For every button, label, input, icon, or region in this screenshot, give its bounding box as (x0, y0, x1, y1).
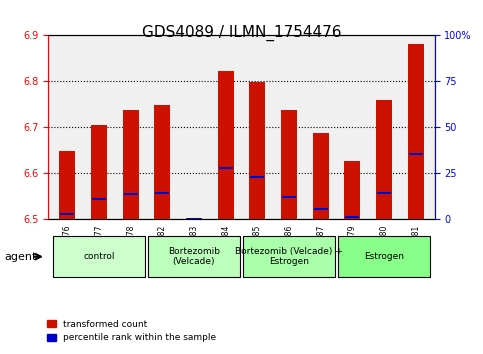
FancyBboxPatch shape (148, 236, 240, 278)
Text: control: control (83, 252, 115, 261)
Bar (313, 209, 328, 210)
Bar (344, 161, 360, 219)
Bar (186, 218, 202, 219)
Text: Bortezomib
(Velcade): Bortezomib (Velcade) (168, 247, 220, 266)
Bar (155, 192, 170, 194)
Bar (124, 193, 138, 195)
Bar (250, 176, 265, 178)
Bar (187, 218, 201, 219)
Bar (60, 213, 74, 215)
Bar (92, 198, 106, 200)
Text: GDS4089 / ILMN_1754476: GDS4089 / ILMN_1754476 (142, 25, 341, 41)
FancyBboxPatch shape (243, 236, 335, 278)
Bar (218, 167, 233, 169)
Text: Estrogen: Estrogen (364, 252, 404, 261)
Bar (282, 196, 296, 198)
Bar (59, 152, 75, 219)
Bar (91, 125, 107, 219)
Bar (376, 100, 392, 219)
Bar (218, 71, 234, 219)
Legend: transformed count, percentile rank within the sample: transformed count, percentile rank withi… (43, 316, 220, 346)
Bar (409, 153, 423, 155)
Text: agent: agent (5, 252, 37, 262)
Bar (408, 44, 424, 219)
Bar (313, 133, 328, 219)
Text: Bortezomib (Velcade) +
Estrogen: Bortezomib (Velcade) + Estrogen (235, 247, 343, 266)
Bar (249, 82, 265, 219)
FancyBboxPatch shape (338, 236, 430, 278)
Bar (377, 192, 391, 194)
Bar (123, 110, 139, 219)
Bar (345, 216, 359, 218)
Bar (155, 105, 170, 219)
FancyBboxPatch shape (53, 236, 145, 278)
Bar (281, 110, 297, 219)
